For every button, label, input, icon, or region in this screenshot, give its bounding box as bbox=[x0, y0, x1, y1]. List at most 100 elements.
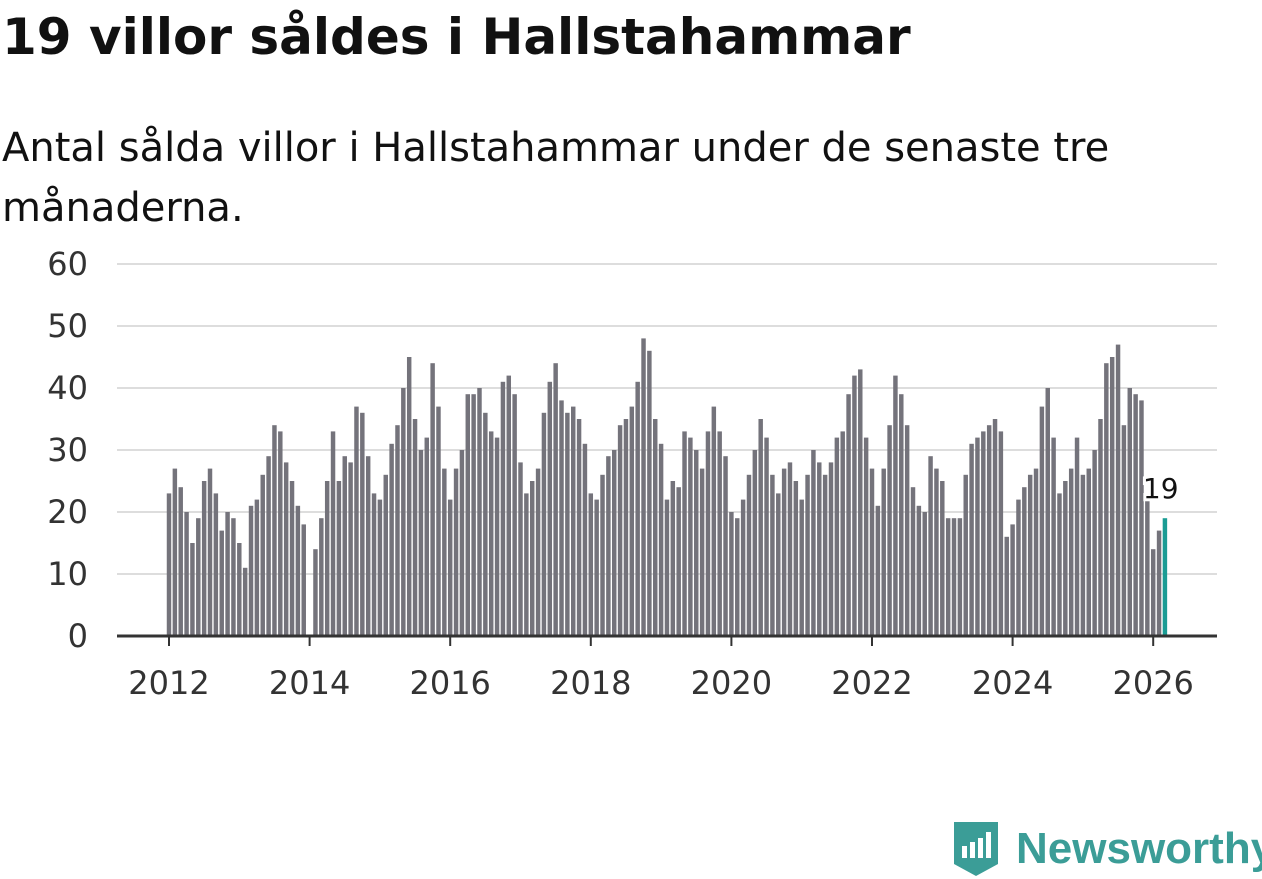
bar-highlight bbox=[1162, 518, 1168, 636]
bar bbox=[1074, 437, 1080, 636]
bar bbox=[922, 512, 927, 636]
bar bbox=[940, 481, 945, 636]
bar bbox=[459, 450, 465, 636]
bar bbox=[330, 431, 336, 636]
bar bbox=[787, 462, 793, 636]
bar bbox=[694, 450, 699, 636]
bar bbox=[688, 437, 693, 636]
bar bbox=[1051, 437, 1056, 636]
bar bbox=[1150, 549, 1156, 636]
bar bbox=[483, 412, 488, 636]
bar bbox=[664, 499, 670, 636]
bar bbox=[272, 425, 277, 636]
bar bbox=[641, 338, 646, 636]
bar bbox=[1092, 450, 1097, 636]
bar bbox=[348, 462, 353, 636]
bar bbox=[442, 468, 447, 636]
bar bbox=[1033, 468, 1039, 636]
bar bbox=[248, 505, 254, 636]
bar bbox=[430, 363, 435, 636]
bar bbox=[770, 474, 775, 636]
bar bbox=[506, 375, 512, 636]
bar bbox=[945, 518, 951, 636]
bar bbox=[623, 419, 629, 636]
bar bbox=[588, 493, 594, 636]
bar bbox=[852, 375, 857, 636]
bar bbox=[846, 394, 851, 636]
bar bbox=[1039, 406, 1045, 636]
bar bbox=[295, 505, 301, 636]
bar bbox=[395, 425, 400, 636]
bar bbox=[389, 443, 394, 636]
bar bbox=[928, 456, 933, 636]
bar bbox=[723, 456, 728, 636]
bar bbox=[500, 381, 506, 636]
bar bbox=[225, 512, 230, 636]
x-tick-label: 2022 bbox=[831, 664, 912, 702]
bar bbox=[424, 437, 429, 636]
bar bbox=[998, 431, 1004, 636]
bar bbox=[418, 450, 424, 636]
bar bbox=[313, 549, 318, 636]
value-label-latest: 19 bbox=[1143, 472, 1179, 505]
bar bbox=[699, 468, 705, 636]
x-tick-label: 2016 bbox=[409, 664, 490, 702]
bar bbox=[834, 437, 840, 636]
bar bbox=[670, 481, 676, 636]
bar bbox=[653, 419, 658, 636]
bar bbox=[717, 431, 722, 636]
bar bbox=[735, 518, 740, 636]
chart-title: 19 villor såldes i Hallstahammar bbox=[2, 8, 911, 66]
bar bbox=[1156, 530, 1162, 636]
bar bbox=[535, 468, 541, 636]
bar bbox=[207, 468, 213, 636]
bar bbox=[401, 388, 406, 636]
bar bbox=[453, 468, 459, 636]
bar bbox=[465, 394, 471, 636]
bar bbox=[963, 474, 968, 636]
bar bbox=[213, 493, 219, 636]
chart-subtitle: Antal sålda villor i Hallstahammar under… bbox=[2, 125, 1110, 231]
y-tick-label: 40 bbox=[47, 369, 88, 407]
bar bbox=[254, 499, 260, 636]
bar bbox=[1133, 394, 1138, 636]
bar bbox=[916, 505, 922, 636]
bar bbox=[981, 431, 986, 636]
bar bbox=[811, 450, 816, 636]
bar bbox=[172, 468, 178, 636]
bar bbox=[957, 518, 963, 636]
bar bbox=[1139, 400, 1144, 636]
bar bbox=[196, 518, 201, 636]
bar bbox=[740, 499, 746, 636]
bar bbox=[899, 394, 904, 636]
bar bbox=[565, 412, 570, 636]
bar bbox=[752, 450, 758, 636]
bar bbox=[746, 474, 752, 636]
brand-logo[interactable]: Newsworthy bbox=[952, 820, 1262, 878]
bar bbox=[863, 437, 869, 636]
bar bbox=[805, 474, 810, 636]
bar bbox=[383, 474, 388, 636]
bar bbox=[319, 518, 324, 636]
bar bbox=[875, 505, 881, 636]
bar bbox=[1127, 388, 1132, 636]
bar bbox=[781, 468, 787, 636]
bar bbox=[260, 474, 265, 636]
bar bbox=[606, 456, 611, 636]
bar bbox=[1068, 468, 1074, 636]
bar bbox=[858, 369, 863, 636]
bar bbox=[904, 425, 910, 636]
bar bbox=[776, 493, 781, 636]
bar bbox=[793, 481, 799, 636]
bar bbox=[512, 394, 517, 636]
bar bbox=[178, 487, 183, 636]
bar bbox=[576, 419, 582, 636]
bar bbox=[1145, 493, 1150, 636]
bar bbox=[828, 462, 834, 636]
newsworthy-logo-icon bbox=[954, 822, 998, 876]
bar bbox=[729, 512, 734, 636]
bar bbox=[524, 493, 529, 636]
bar bbox=[594, 499, 599, 636]
y-tick-label: 50 bbox=[47, 307, 88, 345]
bar bbox=[817, 462, 822, 636]
